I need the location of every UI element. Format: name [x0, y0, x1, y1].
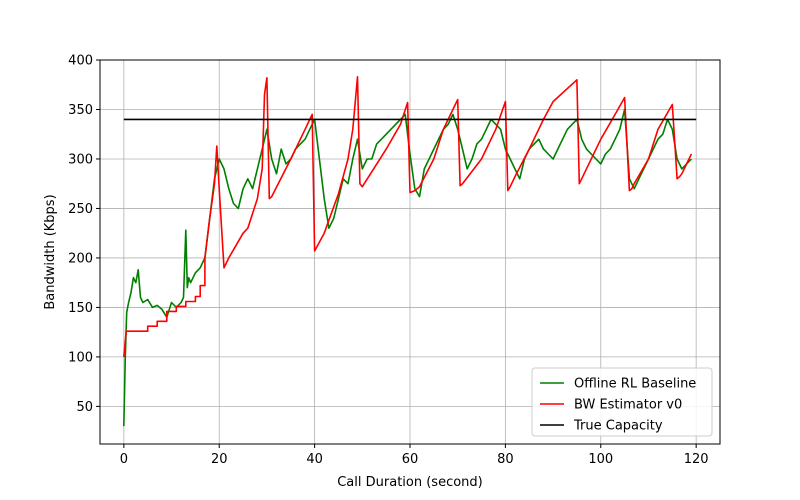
x-tick-label: 60	[402, 452, 419, 467]
y-tick-label: 50	[76, 400, 93, 415]
series-layer	[123, 76, 697, 427]
x-axis-label: Call Duration (second)	[337, 475, 483, 490]
legend: Offline RL Baseline BW Estimator v0 True C…	[531, 367, 713, 437]
y-tick-label: 200	[68, 251, 93, 266]
legend-box	[531, 367, 713, 437]
y-tick-label: 350	[68, 103, 93, 118]
series-line-offline-rl-baseline	[123, 108, 692, 427]
x-tick-label: 100	[588, 452, 613, 467]
y-tick-label: 100	[68, 350, 93, 365]
x-tick-label: 80	[497, 452, 514, 467]
y-tick-label: 250	[68, 202, 93, 217]
legend-entry: BW Estimator v0	[574, 398, 682, 413]
y-tick-label: 400	[68, 54, 93, 69]
y-tick-label: 300	[68, 152, 93, 167]
x-tick-label: 40	[306, 452, 323, 467]
series-line-bw-estimator-v0	[123, 76, 693, 357]
x-tick-label: 20	[211, 452, 228, 467]
y-tick-label: 150	[68, 301, 93, 316]
legend-entry: Offline RL Baseline	[574, 377, 696, 392]
x-tick-label: 120	[684, 452, 709, 467]
x-tick-label: 0	[120, 452, 128, 467]
legend-entry: True Capacity	[573, 419, 663, 434]
axis-ticks: 0 20 40 60 80 100 120 50 100 150 200 250 300 350 400	[68, 54, 708, 468]
y-axis-label: Bandwidth (Kbps)	[43, 194, 58, 309]
